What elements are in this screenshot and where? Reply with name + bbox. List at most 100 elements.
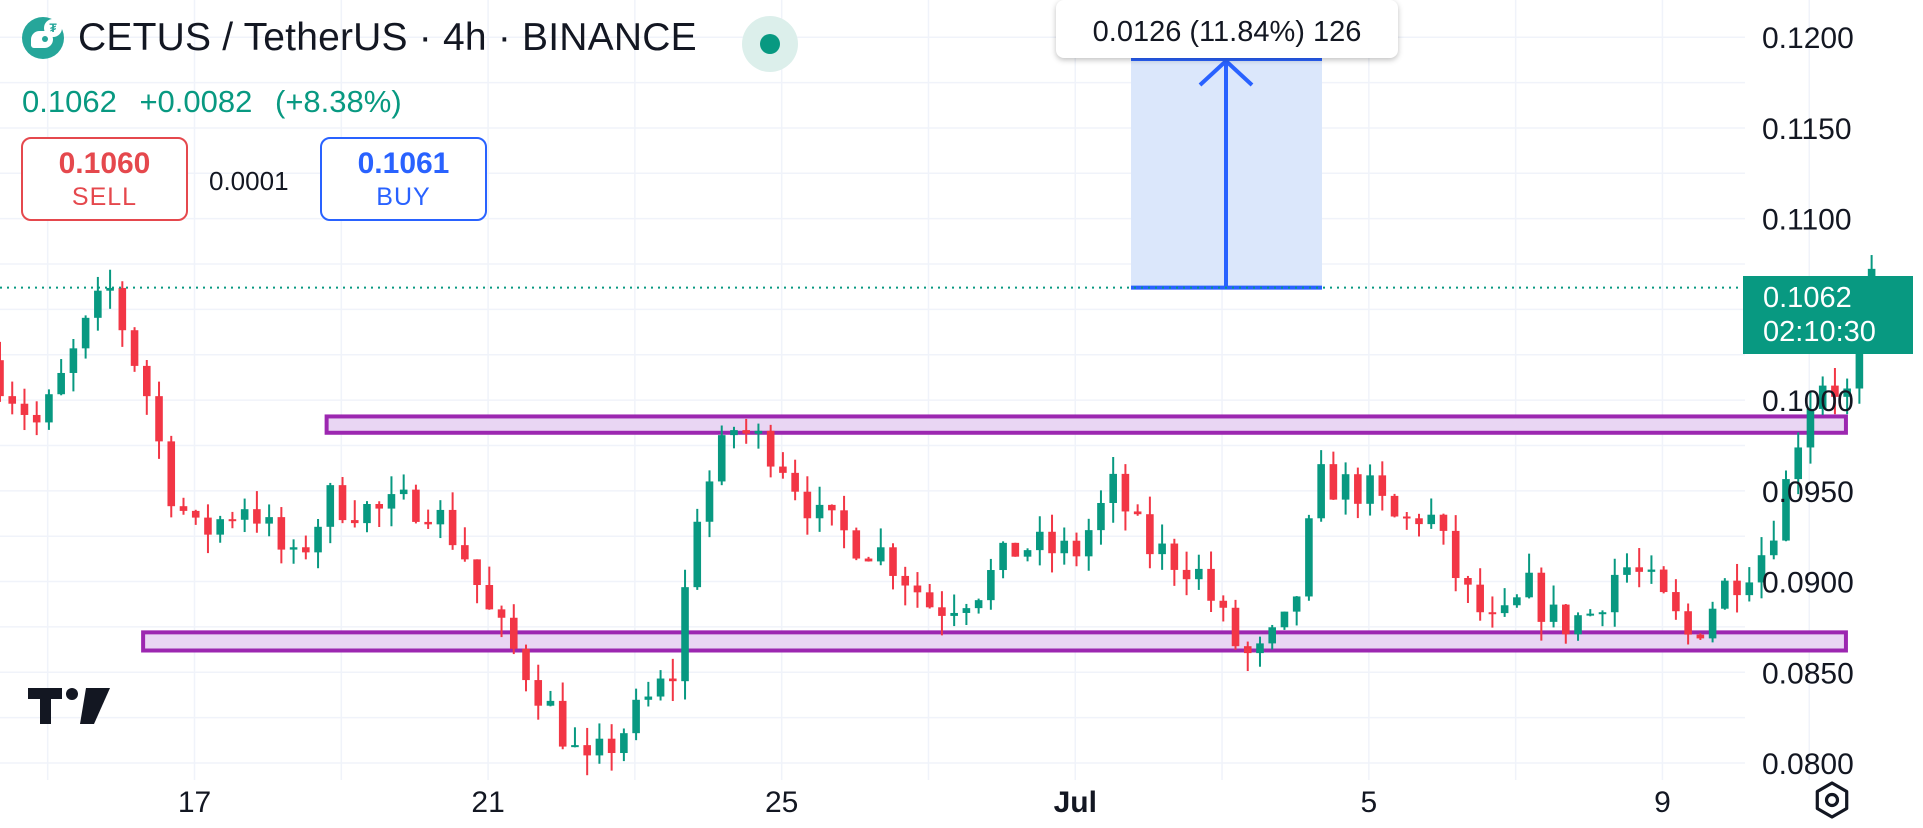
candle-body: [57, 372, 65, 395]
candle-body: [717, 435, 726, 482]
candle-body: [81, 317, 90, 349]
candle-body: [1831, 385, 1839, 397]
last-price: 0.1062: [22, 84, 117, 119]
candle-body: [558, 700, 567, 747]
candle-body: [1549, 604, 1558, 622]
spread-value: 0.0001: [209, 166, 289, 196]
candle-body: [1818, 385, 1827, 409]
price-axis-label: 0.0950: [1762, 476, 1854, 509]
price-axis-label: 0.1200: [1762, 22, 1854, 55]
candle-body: [1488, 612, 1497, 615]
time-axis-label: 25: [765, 786, 798, 819]
sell-label: SELL: [71, 183, 138, 211]
candle-body: [1537, 572, 1546, 622]
candle-body: [228, 519, 237, 522]
candle-body: [632, 699, 640, 734]
price-axis-label: 0.1000: [1762, 385, 1854, 418]
candle-body: [473, 559, 481, 586]
candle-body: [522, 648, 530, 681]
price-axis-label: 0.0900: [1762, 567, 1854, 600]
candle-body: [1415, 518, 1423, 525]
candle-body: [1280, 611, 1289, 628]
time-axis-label: 9: [1654, 786, 1671, 819]
candle-body: [534, 680, 543, 706]
candle-body: [1562, 604, 1570, 635]
candle-body: [497, 609, 506, 618]
candle-body: [571, 745, 579, 748]
candle-body: [412, 489, 420, 522]
candle-body: [779, 466, 787, 473]
price-zone: [324, 414, 1848, 435]
candle-body: [669, 678, 677, 682]
candle-body: [913, 585, 922, 593]
candle-body: [620, 733, 628, 754]
time-axis-label: 21: [471, 786, 504, 819]
candle-body: [1586, 613, 1595, 616]
candle-body: [1231, 607, 1240, 647]
candle-body: [350, 520, 359, 524]
symbol-title[interactable]: CETUS / TetherUS · 4h · BINANCE: [78, 16, 697, 59]
candle-body: [962, 608, 971, 613]
candle-body: [1158, 543, 1166, 555]
candle-body: [1782, 479, 1790, 541]
candle-body: [1195, 568, 1203, 580]
buy-button[interactable]: 0.1061 BUY: [320, 137, 487, 221]
symbol-header[interactable]: ₮ CETUS / TetherUS · 4h · BINANCE: [22, 16, 697, 60]
candle-body: [143, 365, 151, 397]
candle-body: [130, 330, 139, 366]
candle-body: [852, 530, 861, 559]
candle-body: [1672, 592, 1680, 612]
candle-body: [45, 394, 53, 423]
price-axis-label: 0.1150: [1762, 113, 1852, 146]
price-axis-label: 0.1100: [1762, 204, 1852, 237]
measure-tool[interactable]: [1131, 57, 1322, 290]
candle-body: [607, 738, 616, 754]
candle-body: [546, 700, 555, 706]
candle-body: [1794, 447, 1803, 480]
price-axis[interactable]: 0.1200 0.1150 0.1100 0.1000 0.0950 0.0900 0.08…: [1762, 22, 1854, 781]
candle-body: [730, 430, 738, 436]
candle-body: [1097, 502, 1105, 531]
candle-body: [20, 403, 29, 415]
time-axis[interactable]: 172125Jul59131721: [178, 786, 1923, 819]
price-axis-label: 0.0800: [1762, 748, 1854, 781]
candle-body: [204, 517, 212, 535]
candle-body: [1635, 567, 1643, 572]
sell-button[interactable]: 0.1060 SELL: [21, 137, 188, 221]
candle-body: [509, 617, 518, 649]
candle-body: [1292, 596, 1301, 612]
candle-body: [987, 570, 995, 601]
candle-body: [1109, 473, 1117, 503]
candle-body: [191, 510, 200, 518]
candle-body: [338, 485, 347, 521]
candle-body: [0, 360, 4, 397]
candle-body: [1133, 511, 1142, 515]
candle-body: [938, 607, 946, 616]
candle-body: [216, 519, 224, 535]
candle-body: [1207, 568, 1215, 601]
candle-body: [1084, 530, 1093, 557]
candle-body: [1048, 531, 1056, 554]
candle-body: [1757, 555, 1766, 583]
candle-body: [1354, 474, 1362, 504]
candle-body: [1696, 634, 1705, 639]
candle-body: [1476, 584, 1484, 613]
price-zone: [141, 630, 1848, 653]
candle-body: [681, 587, 689, 682]
cetus-coin-icon: ₮: [22, 17, 64, 59]
last-price-tag-value: 0.1062: [1763, 282, 1852, 314]
candle-body: [106, 287, 114, 291]
candle-body: [167, 441, 176, 507]
candle-body: [240, 509, 249, 520]
candle-body: [1390, 495, 1399, 517]
candle-body: [644, 696, 653, 700]
candle-body: [179, 506, 188, 511]
candle-body: [828, 504, 836, 511]
candle-body: [424, 521, 432, 525]
candle-body: [1182, 569, 1191, 580]
candle-body: [1806, 408, 1815, 448]
market-status-icon[interactable]: [742, 16, 798, 72]
candle-body: [1219, 600, 1228, 608]
settings-gear-icon[interactable]: [1810, 778, 1854, 822]
